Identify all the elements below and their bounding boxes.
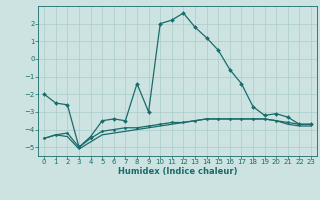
- X-axis label: Humidex (Indice chaleur): Humidex (Indice chaleur): [118, 167, 237, 176]
